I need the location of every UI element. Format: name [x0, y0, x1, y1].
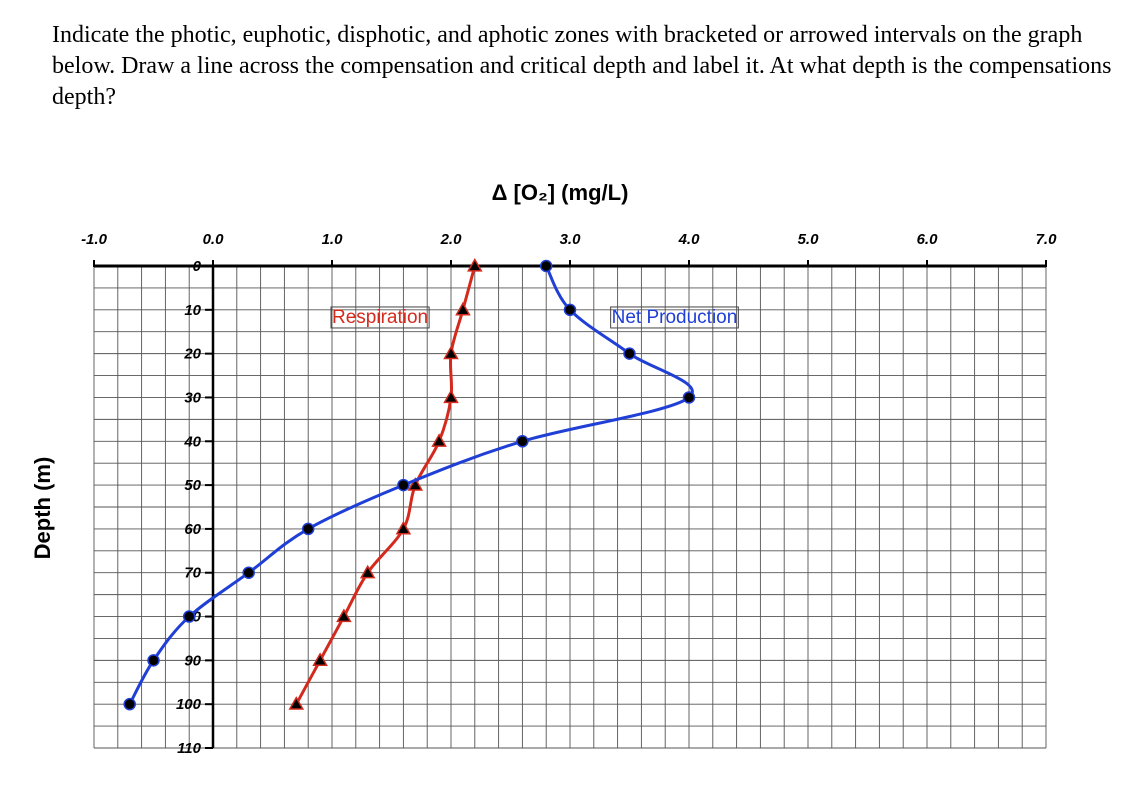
- y-tick-label: 10: [184, 302, 201, 319]
- grid: [93, 265, 1047, 749]
- x-tick-label: 0.0: [203, 231, 225, 248]
- data-point-respiration: [359, 564, 376, 579]
- data-point-net-production: [123, 697, 136, 711]
- series-respiration: [288, 257, 483, 710]
- x-tick-label: 2.0: [440, 231, 463, 248]
- x-tick-label: 5.0: [798, 231, 820, 248]
- annotations: Respiration Net Production: [330, 306, 739, 329]
- annotation-box-respiration: [330, 306, 430, 329]
- data-point-respiration: [467, 257, 483, 272]
- y-tick-label: 20: [183, 346, 201, 363]
- y-tick-labels: 0102030405060708090100110: [176, 258, 202, 757]
- x-tick-labels: -1.0 0.0 1.0 2.0 3.0 4.0 5.0 6.0 7.0: [81, 231, 1057, 248]
- annotation-label-net-production: Net Production: [612, 307, 738, 328]
- data-point-respiration: [431, 433, 447, 447]
- data-point-net-production: [147, 654, 160, 667]
- data-point-respiration: [288, 696, 305, 710]
- data-point-net-production: [182, 610, 196, 623]
- data-point-respiration: [443, 389, 459, 404]
- series: [123, 257, 696, 711]
- y-tick-label: 100: [176, 696, 202, 713]
- data-point-respiration: [395, 520, 412, 535]
- y-tick-label: 40: [183, 433, 201, 450]
- data-point-respiration: [407, 477, 424, 491]
- series-net-production: [123, 259, 696, 711]
- data-point-net-production: [301, 522, 315, 536]
- annotation-label-respiration: Respiration: [332, 307, 428, 328]
- data-point-respiration: [455, 301, 471, 316]
- y-tick-label: 70: [184, 565, 201, 582]
- x-tick-label: 1.0: [322, 231, 344, 248]
- data-point-net-production: [563, 303, 577, 317]
- y-tick-label: 0: [193, 258, 202, 275]
- y-tick-label: 90: [184, 652, 201, 669]
- axes: [93, 260, 1047, 749]
- x-tick-label: 3.0: [560, 231, 582, 248]
- y-tick-label: 50: [184, 477, 201, 494]
- data-point-net-production: [397, 478, 410, 492]
- data-point-respiration: [312, 652, 328, 666]
- data-point-net-production: [682, 391, 696, 404]
- data-point-net-production: [539, 259, 553, 273]
- x-tick-label: 6.0: [917, 231, 939, 248]
- y-tick-label: 110: [177, 740, 202, 757]
- data-point-net-production: [516, 435, 529, 448]
- data-point-respiration: [443, 345, 459, 360]
- data-point-net-production: [623, 347, 636, 360]
- y-axis-title: Depth (m): [30, 457, 55, 560]
- data-point-respiration: [336, 608, 352, 623]
- y-tick-label: 30: [184, 389, 201, 406]
- y-tick-label: 60: [184, 521, 201, 538]
- x-axis-title: Δ [O₂] (mg/L): [492, 180, 629, 205]
- annotation-respiration: Respiration: [330, 306, 430, 329]
- x-tick-label: 7.0: [1036, 231, 1058, 248]
- x-tick-label: 4.0: [678, 231, 701, 248]
- annotation-net-production: Net Production: [610, 306, 739, 329]
- data-point-net-production: [242, 566, 255, 579]
- question-text: Indicate the photic, euphotic, disphotic…: [52, 22, 1112, 110]
- x-tick-label: -1.0: [81, 231, 108, 248]
- annotation-box-net-production: [610, 306, 739, 329]
